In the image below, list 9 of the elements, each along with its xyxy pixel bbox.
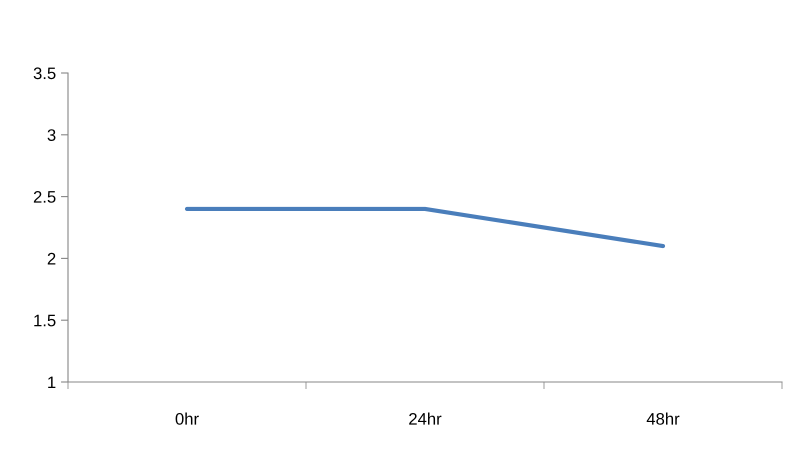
x-tick-label: 24hr xyxy=(409,412,442,425)
y-tick-label: 3.5 xyxy=(34,67,56,80)
y-tick-label: 2 xyxy=(48,252,56,264)
y-tick-label: 1.5 xyxy=(34,314,56,326)
y-tick-label: 3 xyxy=(48,129,56,142)
x-tick-label: 0hr xyxy=(176,412,199,425)
y-tick-label: 2.5 xyxy=(34,191,56,203)
y-tick-label: 1 xyxy=(48,376,56,388)
x-tick-label: 48hr xyxy=(646,412,680,425)
